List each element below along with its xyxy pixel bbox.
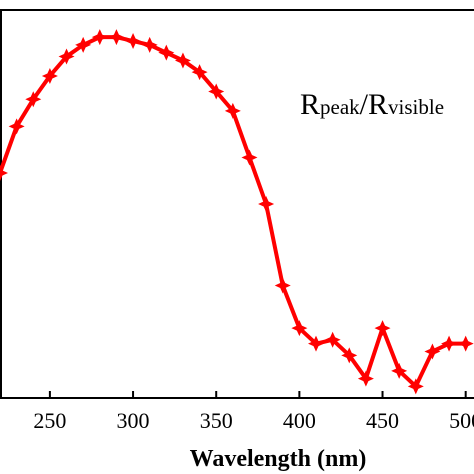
annotation-part: R: [300, 88, 320, 121]
marker: [125, 33, 142, 50]
marker: [208, 83, 225, 100]
marker: [274, 277, 291, 294]
x-tick-label: 500: [449, 408, 474, 433]
x-tick-label: 450: [366, 408, 399, 433]
marker: [391, 362, 408, 379]
annotation: Rpeak/Rvisible: [300, 88, 444, 121]
x-tick-label: 350: [200, 408, 233, 433]
marker: [141, 36, 158, 53]
marker: [457, 335, 474, 352]
marker: [41, 67, 58, 84]
x-tick-label: 400: [283, 408, 316, 433]
marker: [8, 118, 25, 135]
line: [0, 35, 466, 389]
x-tick-label: 250: [33, 408, 66, 433]
marker: [308, 335, 324, 352]
marker: [424, 343, 441, 360]
marker: [341, 347, 358, 364]
annotation-part: /R: [360, 88, 388, 121]
marker: [75, 36, 92, 53]
marker: [158, 44, 175, 61]
marker: [324, 331, 341, 348]
marker: [441, 335, 458, 352]
marker: [374, 320, 391, 337]
marker: [108, 29, 125, 46]
marker: [357, 370, 374, 387]
annotation-part: visible: [388, 95, 444, 119]
annotation-part: peak: [320, 95, 360, 119]
marker: [58, 48, 75, 65]
marker: [174, 52, 191, 69]
marker: [407, 378, 424, 395]
marker: [25, 91, 42, 108]
x-tick-label: 300: [117, 408, 150, 433]
marker: [224, 102, 241, 119]
marker: [241, 149, 258, 166]
marker: [0, 164, 8, 181]
marker: [91, 29, 108, 46]
marker: [191, 64, 208, 81]
marker: [258, 196, 275, 212]
marker: [291, 320, 308, 337]
x-axis-label: Wavelength (nm): [190, 446, 367, 472]
